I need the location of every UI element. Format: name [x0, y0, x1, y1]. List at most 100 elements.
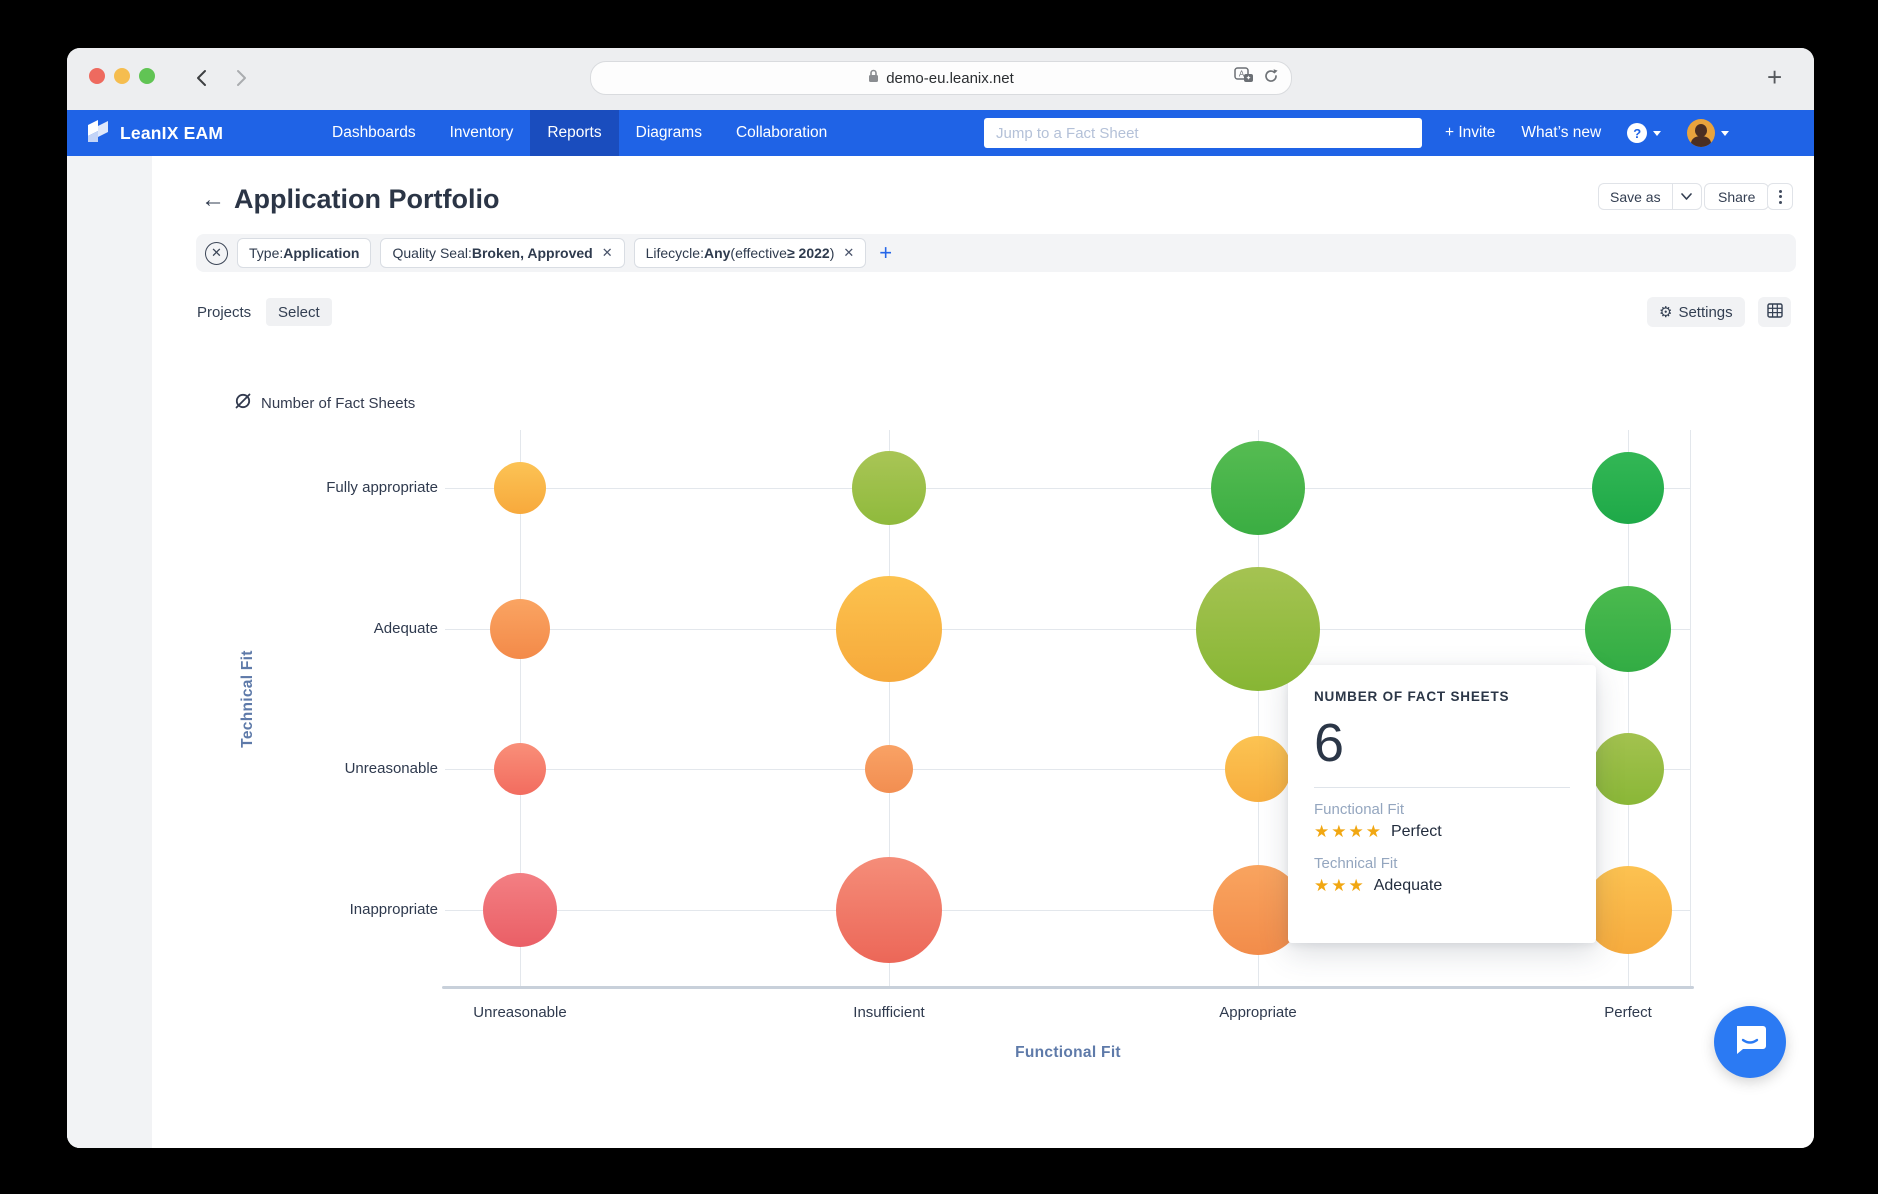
chart-bubble[interactable] — [1592, 733, 1664, 805]
brand[interactable]: LeanIX EAM — [85, 110, 223, 156]
chat-bubble-icon — [1733, 1024, 1767, 1061]
svg-text:✦: ✦ — [1246, 74, 1252, 82]
browser-chrome: demo-eu.leanix.net A ✦ + — [67, 48, 1814, 111]
tooltip-star-row: ★★★ Adequate — [1314, 876, 1570, 896]
tooltip-divider — [1314, 787, 1570, 788]
filter-pill[interactable]: Type: Application — [237, 238, 372, 268]
y-tick-label: Unreasonable — [344, 760, 438, 777]
save-as-group: Save as — [1598, 183, 1702, 210]
back-arrow-icon[interactable]: ← — [201, 186, 225, 213]
chart-bubble[interactable] — [865, 745, 913, 793]
chart-bubble[interactable] — [1592, 452, 1664, 524]
menu-item-reports[interactable]: Reports — [530, 110, 619, 156]
y-tick-label: Adequate — [373, 620, 438, 637]
chart-bubble[interactable] — [1211, 441, 1305, 535]
chart-bubble[interactable] — [852, 451, 926, 525]
browser-window: demo-eu.leanix.net A ✦ + LeanIX EAM — [67, 48, 1814, 1148]
save-as-dropdown-button[interactable] — [1671, 183, 1702, 210]
menu-item-collaboration[interactable]: Collaboration — [735, 124, 828, 141]
main-menu: Dashboards Inventory Reports Diagrams Collab… — [315, 110, 844, 156]
tooltip-section-value: Perfect — [1390, 823, 1442, 840]
bubble-tooltip: NUMBER OF FACT SHEETS 6 Functional Fit ★★… — [1288, 665, 1596, 943]
menu-item-inventory[interactable]: Inventory — [449, 124, 514, 141]
chat-launcher-button[interactable] — [1714, 1006, 1786, 1078]
gridline-vertical — [520, 430, 521, 988]
y-axis-title: Technical Fit — [239, 650, 256, 748]
help-menu[interactable]: ? — [1627, 123, 1662, 143]
bubble-size-legend: Number of Fact Sheets — [234, 392, 415, 414]
x-tick-label: Insufficient — [853, 1004, 925, 1021]
projects-select-button[interactable]: Select — [266, 298, 332, 326]
gridline-vertical — [1258, 430, 1259, 988]
clear-filters-button[interactable]: ✕ — [205, 241, 228, 265]
gear-icon: ⚙ — [1659, 304, 1673, 321]
svg-text:A: A — [1239, 70, 1245, 79]
save-as-button[interactable]: Save as — [1598, 183, 1672, 210]
remove-filter-icon[interactable]: ✕ — [843, 245, 855, 260]
page-title: Application Portfolio — [234, 184, 500, 214]
close-window-button[interactable] — [89, 68, 105, 84]
translate-icon[interactable]: A ✦ — [1234, 67, 1254, 90]
gridline-horizontal — [445, 910, 1690, 911]
chart-bubble[interactable] — [494, 743, 546, 795]
gridline-horizontal — [445, 629, 1690, 630]
reload-icon[interactable] — [1263, 68, 1279, 89]
gridline-vertical — [1628, 430, 1629, 988]
diameter-icon — [234, 392, 252, 414]
chart-bubble[interactable] — [836, 857, 942, 963]
grid-icon — [1766, 303, 1783, 321]
tooltip-section-value: Adequate — [1373, 877, 1443, 894]
x-tick-label: Unreasonable — [473, 1004, 567, 1021]
user-menu[interactable] — [1687, 119, 1730, 147]
projects-label: Projects — [197, 304, 252, 321]
chart-bubble[interactable] — [1196, 567, 1320, 691]
table-view-button[interactable] — [1758, 297, 1791, 327]
browser-forward-button[interactable] — [229, 64, 253, 92]
add-filter-button[interactable]: + — [879, 240, 893, 265]
filter-pill[interactable]: Lifecycle: Any (effective ≥ 2022) ✕ — [633, 238, 867, 268]
chart-bubble[interactable] — [483, 873, 557, 947]
kebab-icon — [1778, 189, 1782, 193]
lock-icon — [868, 69, 879, 88]
chart-bubble[interactable] — [494, 462, 546, 514]
remove-filter-icon[interactable]: ✕ — [601, 245, 613, 260]
x-tick-label: Appropriate — [1219, 1004, 1297, 1021]
settings-button[interactable]: ⚙ Settings — [1647, 297, 1745, 327]
avatar — [1687, 119, 1716, 147]
fullscreen-window-button[interactable] — [139, 68, 155, 84]
minimize-window-button[interactable] — [114, 68, 130, 84]
menu-item-dashboards[interactable]: Dashboards — [332, 124, 416, 141]
tooltip-sections: Functional Fit ★★★★ Perfect Technical Fit ★★… — [1314, 801, 1570, 896]
filter-pills: Type: Application Quality Seal: Broken, A… — [237, 238, 867, 268]
chart-bubble[interactable] — [490, 599, 550, 659]
share-button[interactable]: Share — [1704, 183, 1770, 210]
tooltip-section-label: Functional Fit — [1314, 801, 1405, 818]
leanix-logo-icon — [85, 118, 111, 149]
star-rating-icons: ★★★ — [1314, 876, 1366, 895]
chart-bubble[interactable] — [1585, 586, 1671, 672]
filter-pill[interactable]: Quality Seal: Broken, Approved ✕ — [380, 238, 625, 268]
whats-new-link[interactable]: What’s new — [1521, 124, 1602, 141]
tooltip-section-label: Technical Fit — [1314, 855, 1398, 872]
search-input[interactable] — [984, 118, 1422, 148]
tooltip-value: 6 — [1314, 713, 1345, 773]
chart-bubble[interactable] — [1584, 866, 1672, 954]
more-options-button[interactable] — [1767, 183, 1793, 210]
address-bar[interactable]: demo-eu.leanix.net A ✦ — [590, 61, 1292, 95]
filter-bar: ✕ Type: Application Quality Seal: Broken,… — [196, 234, 1796, 272]
menu-item-diagrams[interactable]: Diagrams — [635, 124, 702, 141]
chart-bubble[interactable] — [836, 576, 942, 682]
tooltip-star-row: ★★★★ Perfect — [1314, 822, 1570, 842]
x-axis-title: Functional Fit — [1015, 1044, 1121, 1061]
chevron-down-icon — [1721, 130, 1730, 136]
tooltip-title: NUMBER OF FACT SHEETS — [1314, 689, 1510, 704]
report-page: ← Application Portfolio Save as Share ✕ … — [67, 156, 1814, 1148]
invite-button[interactable]: + Invite — [1445, 124, 1496, 141]
new-tab-button[interactable]: + — [1767, 62, 1783, 92]
y-tick-label: Inappropriate — [349, 901, 438, 918]
browser-back-button[interactable] — [189, 64, 213, 92]
navbar-right: + Invite What’s new ? — [1445, 110, 1730, 156]
chart-bubble[interactable] — [1225, 736, 1291, 802]
x-axis-line — [442, 986, 1694, 989]
